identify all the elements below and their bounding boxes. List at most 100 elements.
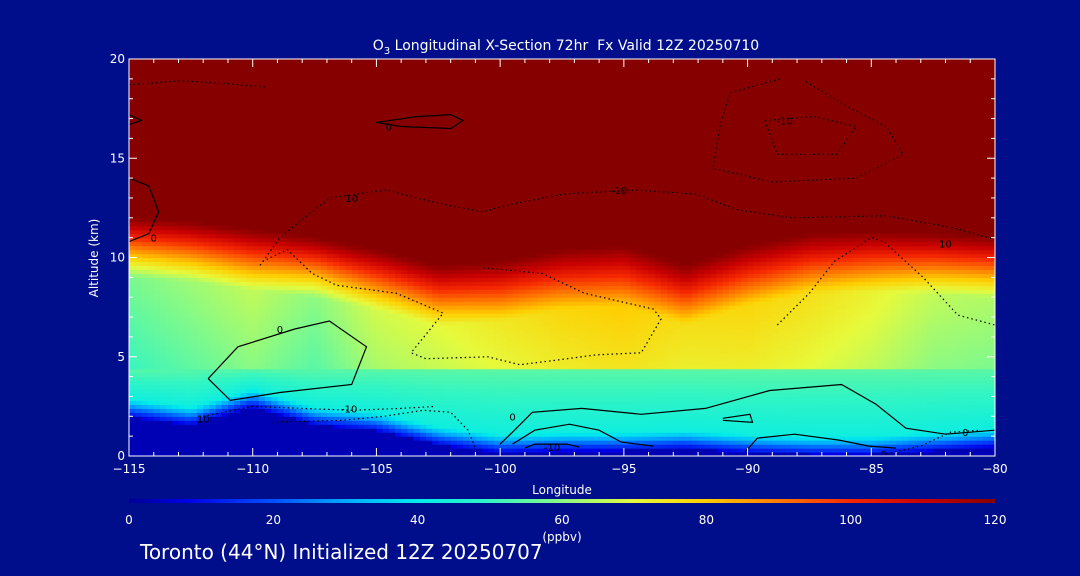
field-cell bbox=[642, 352, 650, 358]
field-cell bbox=[531, 360, 538, 366]
field-cell bbox=[500, 309, 507, 314]
field-cell bbox=[586, 305, 594, 310]
field-cell bbox=[537, 356, 545, 362]
field-cell bbox=[605, 253, 613, 259]
field-cell bbox=[518, 424, 526, 429]
field-cell bbox=[209, 241, 217, 247]
field-cell bbox=[506, 404, 514, 409]
field-cell bbox=[500, 412, 507, 417]
field-cell bbox=[407, 428, 415, 433]
field-cell bbox=[438, 317, 446, 322]
field-cell bbox=[159, 317, 167, 322]
field-cell bbox=[481, 416, 489, 421]
field-cell bbox=[469, 293, 476, 298]
field-cell bbox=[463, 376, 470, 382]
field-cell bbox=[623, 305, 631, 310]
field-cell bbox=[388, 400, 396, 405]
field-cell bbox=[605, 404, 613, 409]
field-cell bbox=[685, 360, 693, 366]
field-cell bbox=[227, 245, 235, 251]
field-cell bbox=[562, 309, 569, 314]
field-cell bbox=[704, 436, 712, 441]
field-cell bbox=[500, 340, 507, 346]
field-cell bbox=[141, 372, 149, 378]
field-cell bbox=[611, 245, 619, 251]
field-cell bbox=[166, 448, 173, 453]
field-cell bbox=[518, 336, 526, 342]
field-cell bbox=[357, 424, 365, 429]
field-cell bbox=[159, 249, 167, 255]
field-cell bbox=[425, 392, 433, 398]
field-cell bbox=[394, 368, 402, 374]
field-cell bbox=[500, 360, 507, 366]
field-cell bbox=[252, 440, 260, 445]
field-cell bbox=[636, 253, 644, 259]
field-cell bbox=[493, 412, 501, 417]
field-cell bbox=[673, 372, 681, 378]
field-cell bbox=[246, 273, 254, 278]
field-cell bbox=[500, 384, 507, 390]
field-cell bbox=[543, 424, 551, 429]
field-cell bbox=[660, 281, 668, 286]
field-cell bbox=[469, 424, 476, 429]
field-cell bbox=[592, 305, 600, 310]
field-cell bbox=[345, 392, 353, 398]
field-cell bbox=[203, 432, 211, 437]
field-cell bbox=[234, 328, 241, 334]
field-cell bbox=[636, 424, 644, 429]
field-cell bbox=[203, 237, 211, 243]
field-cell bbox=[685, 285, 693, 290]
field-cell bbox=[277, 404, 285, 409]
field-cell bbox=[413, 380, 421, 386]
field-cell bbox=[407, 448, 415, 453]
field-cell bbox=[500, 428, 507, 433]
field-cell bbox=[506, 301, 514, 306]
field-cell bbox=[611, 328, 619, 334]
field-cell bbox=[141, 364, 149, 370]
field-cell bbox=[543, 324, 551, 330]
field-cell bbox=[555, 273, 563, 278]
field-cell bbox=[314, 416, 322, 421]
field-cell bbox=[524, 313, 532, 318]
field-cell bbox=[450, 424, 458, 429]
field-cell bbox=[246, 233, 254, 239]
field-cell bbox=[258, 281, 266, 286]
field-cell bbox=[660, 380, 668, 386]
field-cell bbox=[326, 340, 334, 346]
field-cell bbox=[512, 289, 520, 294]
field-cell bbox=[345, 360, 353, 366]
field-cell bbox=[500, 281, 507, 286]
field-cell bbox=[357, 380, 365, 386]
field-cell bbox=[308, 420, 316, 425]
field-cell bbox=[648, 289, 656, 294]
field-cell bbox=[333, 257, 340, 263]
field-cell bbox=[562, 352, 569, 358]
field-cell bbox=[227, 428, 235, 433]
field-cell bbox=[370, 344, 378, 350]
field-cell bbox=[506, 336, 514, 342]
field-cell bbox=[159, 400, 167, 405]
field-cell bbox=[326, 448, 334, 453]
field-cell bbox=[630, 253, 637, 259]
field-cell bbox=[129, 281, 136, 286]
field-cell bbox=[407, 396, 415, 402]
field-cell bbox=[469, 436, 476, 441]
field-cell bbox=[302, 285, 309, 290]
field-cell bbox=[172, 440, 180, 445]
field-cell bbox=[159, 376, 167, 382]
field-cell bbox=[153, 388, 161, 394]
field-cell bbox=[129, 321, 136, 326]
field-cell bbox=[234, 313, 241, 318]
field-cell bbox=[376, 293, 384, 298]
field-cell bbox=[679, 440, 687, 445]
field-cell bbox=[382, 344, 390, 350]
field-cell bbox=[401, 420, 408, 425]
field-cell bbox=[630, 309, 637, 314]
field-cell bbox=[698, 273, 705, 278]
field-cell bbox=[326, 424, 334, 429]
field-cell bbox=[178, 313, 186, 318]
field-cell bbox=[630, 336, 637, 342]
field-cell bbox=[623, 277, 631, 282]
field-cell bbox=[376, 301, 384, 306]
field-cell bbox=[283, 368, 291, 374]
